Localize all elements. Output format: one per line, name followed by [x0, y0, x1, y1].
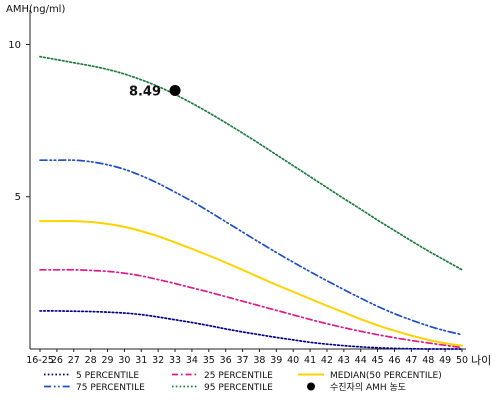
legend-label-25-percentile: 25 PERCENTILE — [204, 371, 273, 381]
x-tick-label: 29 — [101, 355, 113, 366]
legend-label-5-percentile: 5 PERCENTILE — [76, 371, 139, 381]
x-axis-label: 나이 — [471, 354, 491, 367]
legend-label-75-percentile: 75 PERCENTILE — [76, 383, 145, 393]
legend-label-median-50-percentile: MEDIAN(50 PERCENTILE) — [330, 371, 442, 381]
series-line-25-percentile — [39, 268, 463, 349]
y-axis-label: AMH(ng/ml) — [6, 4, 65, 15]
x-tick-label: 27 — [68, 355, 80, 366]
patient-amh-value-label: 8.49 — [129, 84, 161, 99]
x-tick-label: 50 — [456, 355, 468, 366]
series-line-75-percentile — [39, 159, 463, 336]
y-tick-label: 10 — [8, 40, 21, 51]
x-tick-label: 36 — [220, 355, 232, 366]
x-tick-label: 40 — [287, 355, 299, 366]
series-line-median-50-percentile — [39, 220, 463, 347]
x-tick-label: 49 — [439, 355, 451, 366]
x-tick-label: 34 — [186, 355, 198, 366]
series-line-5-percentile — [39, 310, 463, 350]
x-tick-label: 47 — [405, 355, 417, 366]
series-layer — [39, 55, 463, 350]
x-tick-label: 31 — [135, 355, 147, 366]
x-tick-label: 43 — [338, 355, 350, 366]
x-tick-label: 35 — [203, 355, 215, 366]
legend-label-95-percentile: 95 PERCENTILE — [204, 383, 273, 393]
x-tick-label: 39 — [270, 355, 282, 366]
x-tick-label: 26 — [51, 355, 63, 366]
patient-amh-point — [169, 84, 181, 96]
x-tick-label: 33 — [169, 355, 181, 366]
legend: 5 PERCENTILE 25 PERCENTILE MEDIAN(50 PERCE… — [44, 371, 442, 393]
legend-label-patient-amh: 수진자의 AMH 농도 — [330, 382, 406, 393]
x-tick-label: 45 — [372, 355, 384, 366]
marker-layer: 8.49 — [129, 84, 181, 99]
legend-swatch-patient-amh — [307, 382, 315, 391]
x-tick-label: 46 — [388, 355, 400, 366]
y-tick-label: 5 — [15, 192, 21, 203]
x-tick-label: 32 — [152, 355, 164, 366]
x-tick-label: 16-25 — [26, 355, 54, 366]
x-tick-label: 41 — [304, 355, 316, 366]
x-tick-label: 42 — [321, 355, 333, 366]
x-tick-label: 37 — [237, 355, 249, 366]
series-line-95-percentile — [39, 55, 463, 271]
x-tick-label: 30 — [118, 355, 130, 366]
x-tick-label: 48 — [422, 355, 434, 366]
x-tick-label: 44 — [355, 355, 367, 366]
x-tick-label: 28 — [85, 355, 97, 366]
x-tick-label: 38 — [253, 355, 265, 366]
